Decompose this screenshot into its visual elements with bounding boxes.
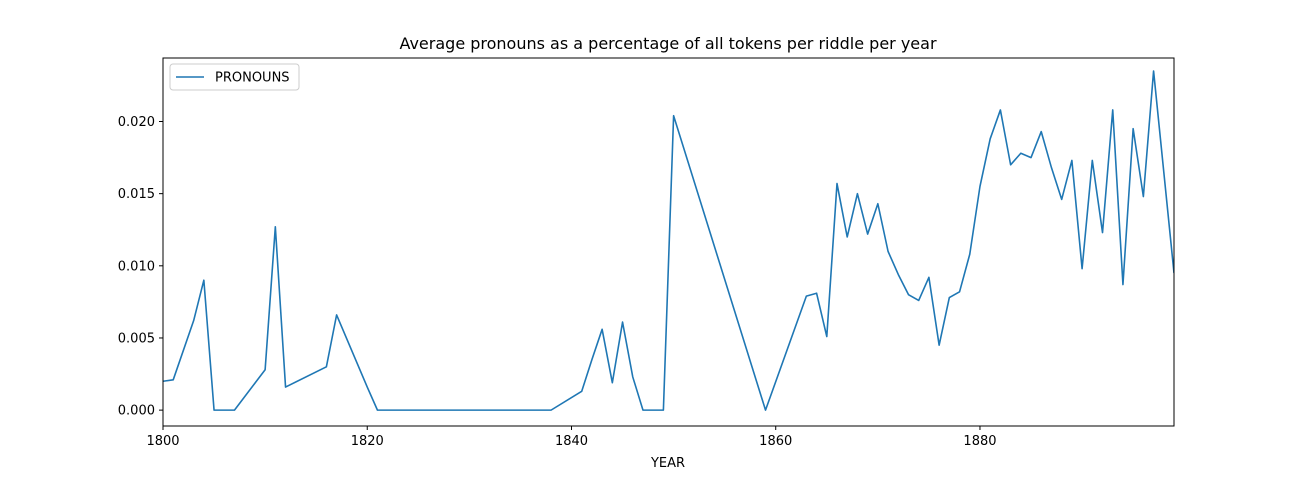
x-tick-label: 1860 [759,434,792,449]
x-tick-label: 1840 [555,434,588,449]
plot-area: 1800 1820 1840 1860 1880 0.000 0.005 0.010 0.015… [118,57,1175,449]
plot-frame [162,57,1175,427]
y-tick-label: 0.000 [118,404,155,419]
chart-title: Average pronouns as a percentage of all … [399,34,936,53]
y-tick-label: 0.015 [118,187,155,202]
legend-label: PRONOUNS [215,71,290,86]
series-line-pronouns [163,70,1174,411]
x-axis-label: YEAR [650,456,685,471]
x-tick-label: 1880 [963,434,996,449]
y-tick-label: 0.005 [118,331,155,346]
x-tick-label: 1800 [146,434,179,449]
y-tick-label: 0.020 [118,115,155,130]
legend: PRONOUNS [169,63,300,91]
x-tick-label: 1820 [351,434,384,449]
legend-box [169,63,300,91]
y-tick-label: 0.010 [118,259,155,274]
